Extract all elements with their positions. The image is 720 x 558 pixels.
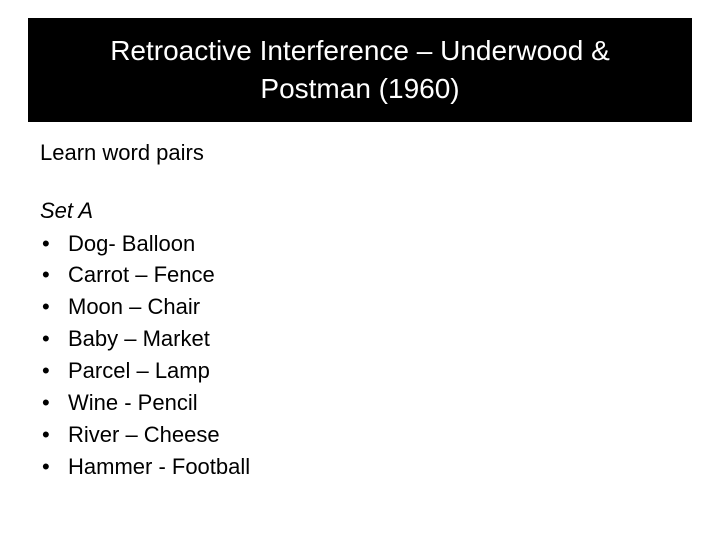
word-pair: Moon – Chair: [68, 291, 200, 323]
bullet-icon: •: [40, 323, 68, 355]
bullet-icon: •: [40, 259, 68, 291]
list-item: • Dog- Balloon: [40, 228, 720, 260]
word-pair: Hammer - Football: [68, 451, 250, 483]
slide-content: Learn word pairs Set A • Dog- Balloon • …: [40, 140, 720, 483]
list-item: • Wine - Pencil: [40, 387, 720, 419]
list-item: • River – Cheese: [40, 419, 720, 451]
list-item: • Parcel – Lamp: [40, 355, 720, 387]
list-item: • Carrot – Fence: [40, 259, 720, 291]
title-line-1: Retroactive Interference – Underwood &: [110, 35, 610, 66]
slide-title: Retroactive Interference – Underwood & P…: [48, 32, 672, 108]
list-item: • Baby – Market: [40, 323, 720, 355]
list-item: • Hammer - Football: [40, 451, 720, 483]
bullet-icon: •: [40, 228, 68, 260]
word-pair: Wine - Pencil: [68, 387, 198, 419]
word-pair: Parcel – Lamp: [68, 355, 210, 387]
bullet-icon: •: [40, 291, 68, 323]
word-pair: Carrot – Fence: [68, 259, 215, 291]
title-line-2: Postman (1960): [260, 73, 459, 104]
bullet-icon: •: [40, 387, 68, 419]
bullet-icon: •: [40, 451, 68, 483]
intro-text: Learn word pairs: [40, 140, 720, 166]
bullet-icon: •: [40, 355, 68, 387]
word-pair: River – Cheese: [68, 419, 220, 451]
word-pair: Baby – Market: [68, 323, 210, 355]
word-pair: Dog- Balloon: [68, 228, 195, 260]
set-label: Set A: [40, 198, 720, 224]
word-pair-list: • Dog- Balloon • Carrot – Fence • Moon –…: [40, 228, 720, 483]
list-item: • Moon – Chair: [40, 291, 720, 323]
title-bar: Retroactive Interference – Underwood & P…: [28, 18, 692, 122]
bullet-icon: •: [40, 419, 68, 451]
